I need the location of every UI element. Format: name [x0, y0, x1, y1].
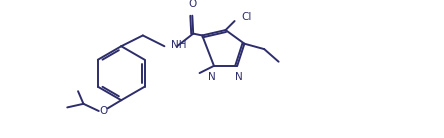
Text: O: O [99, 106, 107, 116]
Text: N: N [235, 72, 243, 82]
Text: N: N [208, 72, 216, 82]
Text: Cl: Cl [241, 12, 251, 22]
Text: O: O [188, 0, 196, 9]
Text: NH: NH [171, 40, 186, 50]
